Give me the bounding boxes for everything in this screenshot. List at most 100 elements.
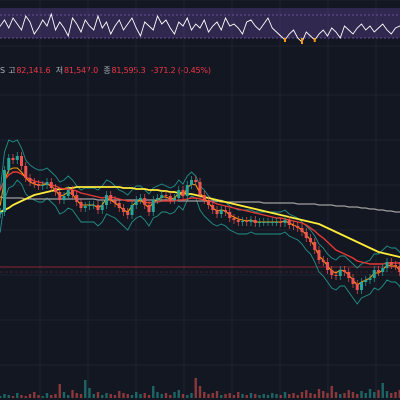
- candle-body: [54, 188, 57, 192]
- volume-bar: [232, 395, 236, 398]
- close-label: 종: [103, 66, 111, 75]
- candle-body: [262, 222, 266, 223]
- candle-body: [0, 212, 2, 214]
- candle-body: [296, 226, 300, 228]
- volume-bar: [228, 393, 231, 398]
- candle-body: [139, 198, 142, 200]
- low-value: 81,547.0: [63, 66, 98, 75]
- candle-body: [96, 205, 100, 210]
- candle-body: [343, 270, 346, 272]
- volume-bar: [326, 393, 329, 398]
- volume-bar: [249, 393, 253, 398]
- volume-bar: [377, 390, 380, 398]
- candle-body: [253, 220, 257, 223]
- candle-body: [198, 182, 202, 195]
- volume-bar: [394, 392, 397, 398]
- volume-bar: [330, 386, 333, 398]
- bollinger-lower-line: [0, 179, 400, 305]
- high-value: 82,141.6: [16, 66, 51, 75]
- candle-body: [100, 205, 104, 210]
- volume-bar: [207, 394, 210, 398]
- candle-body: [389, 262, 393, 265]
- ohlc-lead: S: [0, 66, 5, 75]
- volume-bar: [364, 393, 367, 398]
- candle-body: [122, 208, 125, 212]
- volume-bar: [339, 394, 342, 398]
- volume-bar: [67, 395, 70, 398]
- candle-body: [177, 190, 181, 198]
- candle-body: [3, 170, 6, 212]
- volume-bar: [7, 395, 10, 398]
- low-label: 저: [55, 66, 63, 75]
- candle-body: [360, 282, 363, 290]
- candle-body: [147, 205, 151, 212]
- candle-body: [37, 184, 40, 186]
- candle-body: [292, 225, 295, 226]
- candle-body: [236, 220, 240, 222]
- candle-body: [338, 270, 342, 276]
- volume-bar: [126, 394, 129, 398]
- volume-bar: [381, 383, 384, 398]
- volume-bar: [356, 394, 359, 398]
- volume-bar: [84, 380, 87, 398]
- volume-bar: [79, 394, 83, 398]
- volume-bar: [305, 390, 308, 398]
- volume-bar: [16, 393, 19, 398]
- candle-body: [7, 158, 11, 170]
- candle-body: [109, 195, 113, 200]
- candle-body: [164, 195, 168, 196]
- candle-body: [398, 266, 400, 272]
- candle-body: [266, 222, 270, 223]
- candle-body: [347, 272, 351, 278]
- oscillator-pane[interactable]: [0, 8, 400, 44]
- candle-body: [287, 220, 291, 225]
- volume-bar: [194, 378, 197, 398]
- volume-bar: [262, 394, 265, 398]
- volume-bar: [317, 389, 321, 398]
- candle-body: [24, 166, 28, 178]
- volume-bar: [322, 391, 325, 398]
- candle-body: [71, 190, 74, 195]
- volume-bar: [37, 395, 40, 398]
- volume-bar: [368, 389, 372, 398]
- candle-body: [224, 210, 227, 212]
- volume-bar: [198, 386, 202, 398]
- volume-bar: [343, 393, 346, 398]
- candle-body: [275, 222, 278, 223]
- volume-bar: [92, 394, 95, 398]
- candle-body: [283, 220, 287, 223]
- candle-body: [32, 182, 36, 184]
- candle-body: [330, 270, 334, 275]
- volume-bar: [177, 390, 180, 398]
- candle-body: [245, 221, 249, 222]
- candle-body: [304, 232, 308, 238]
- volume-bar: [50, 395, 53, 398]
- volume-bar: [279, 395, 282, 398]
- candle-body: [15, 156, 19, 160]
- candle-body: [351, 278, 355, 284]
- candle-body: [92, 205, 96, 206]
- candle-body: [368, 278, 372, 280]
- close-value: 81,595.3: [111, 66, 146, 75]
- candle-body: [88, 205, 91, 206]
- candle-body: [326, 262, 329, 270]
- volume-bar: [283, 392, 287, 398]
- candle-body: [377, 270, 380, 272]
- volume-bar: [351, 392, 355, 398]
- candle-body: [258, 222, 261, 223]
- volume-bar: [186, 395, 189, 398]
- volume-bar: [105, 393, 108, 398]
- candle-body: [185, 185, 189, 196]
- ohlc-legend: S 고82,141.6 저81,547.0 종81,595.3 -371.2 (…: [0, 64, 211, 78]
- candle-body: [41, 185, 45, 186]
- volume-bar: [190, 393, 193, 398]
- candle-body: [334, 275, 338, 276]
- volume-bar: [288, 394, 291, 398]
- volume-bar: [334, 392, 338, 398]
- volume-bar: [275, 394, 278, 398]
- volume-bar: [237, 392, 240, 398]
- volume-bar: [113, 395, 117, 398]
- candle-body: [364, 280, 368, 282]
- price-pane[interactable]: [0, 139, 400, 305]
